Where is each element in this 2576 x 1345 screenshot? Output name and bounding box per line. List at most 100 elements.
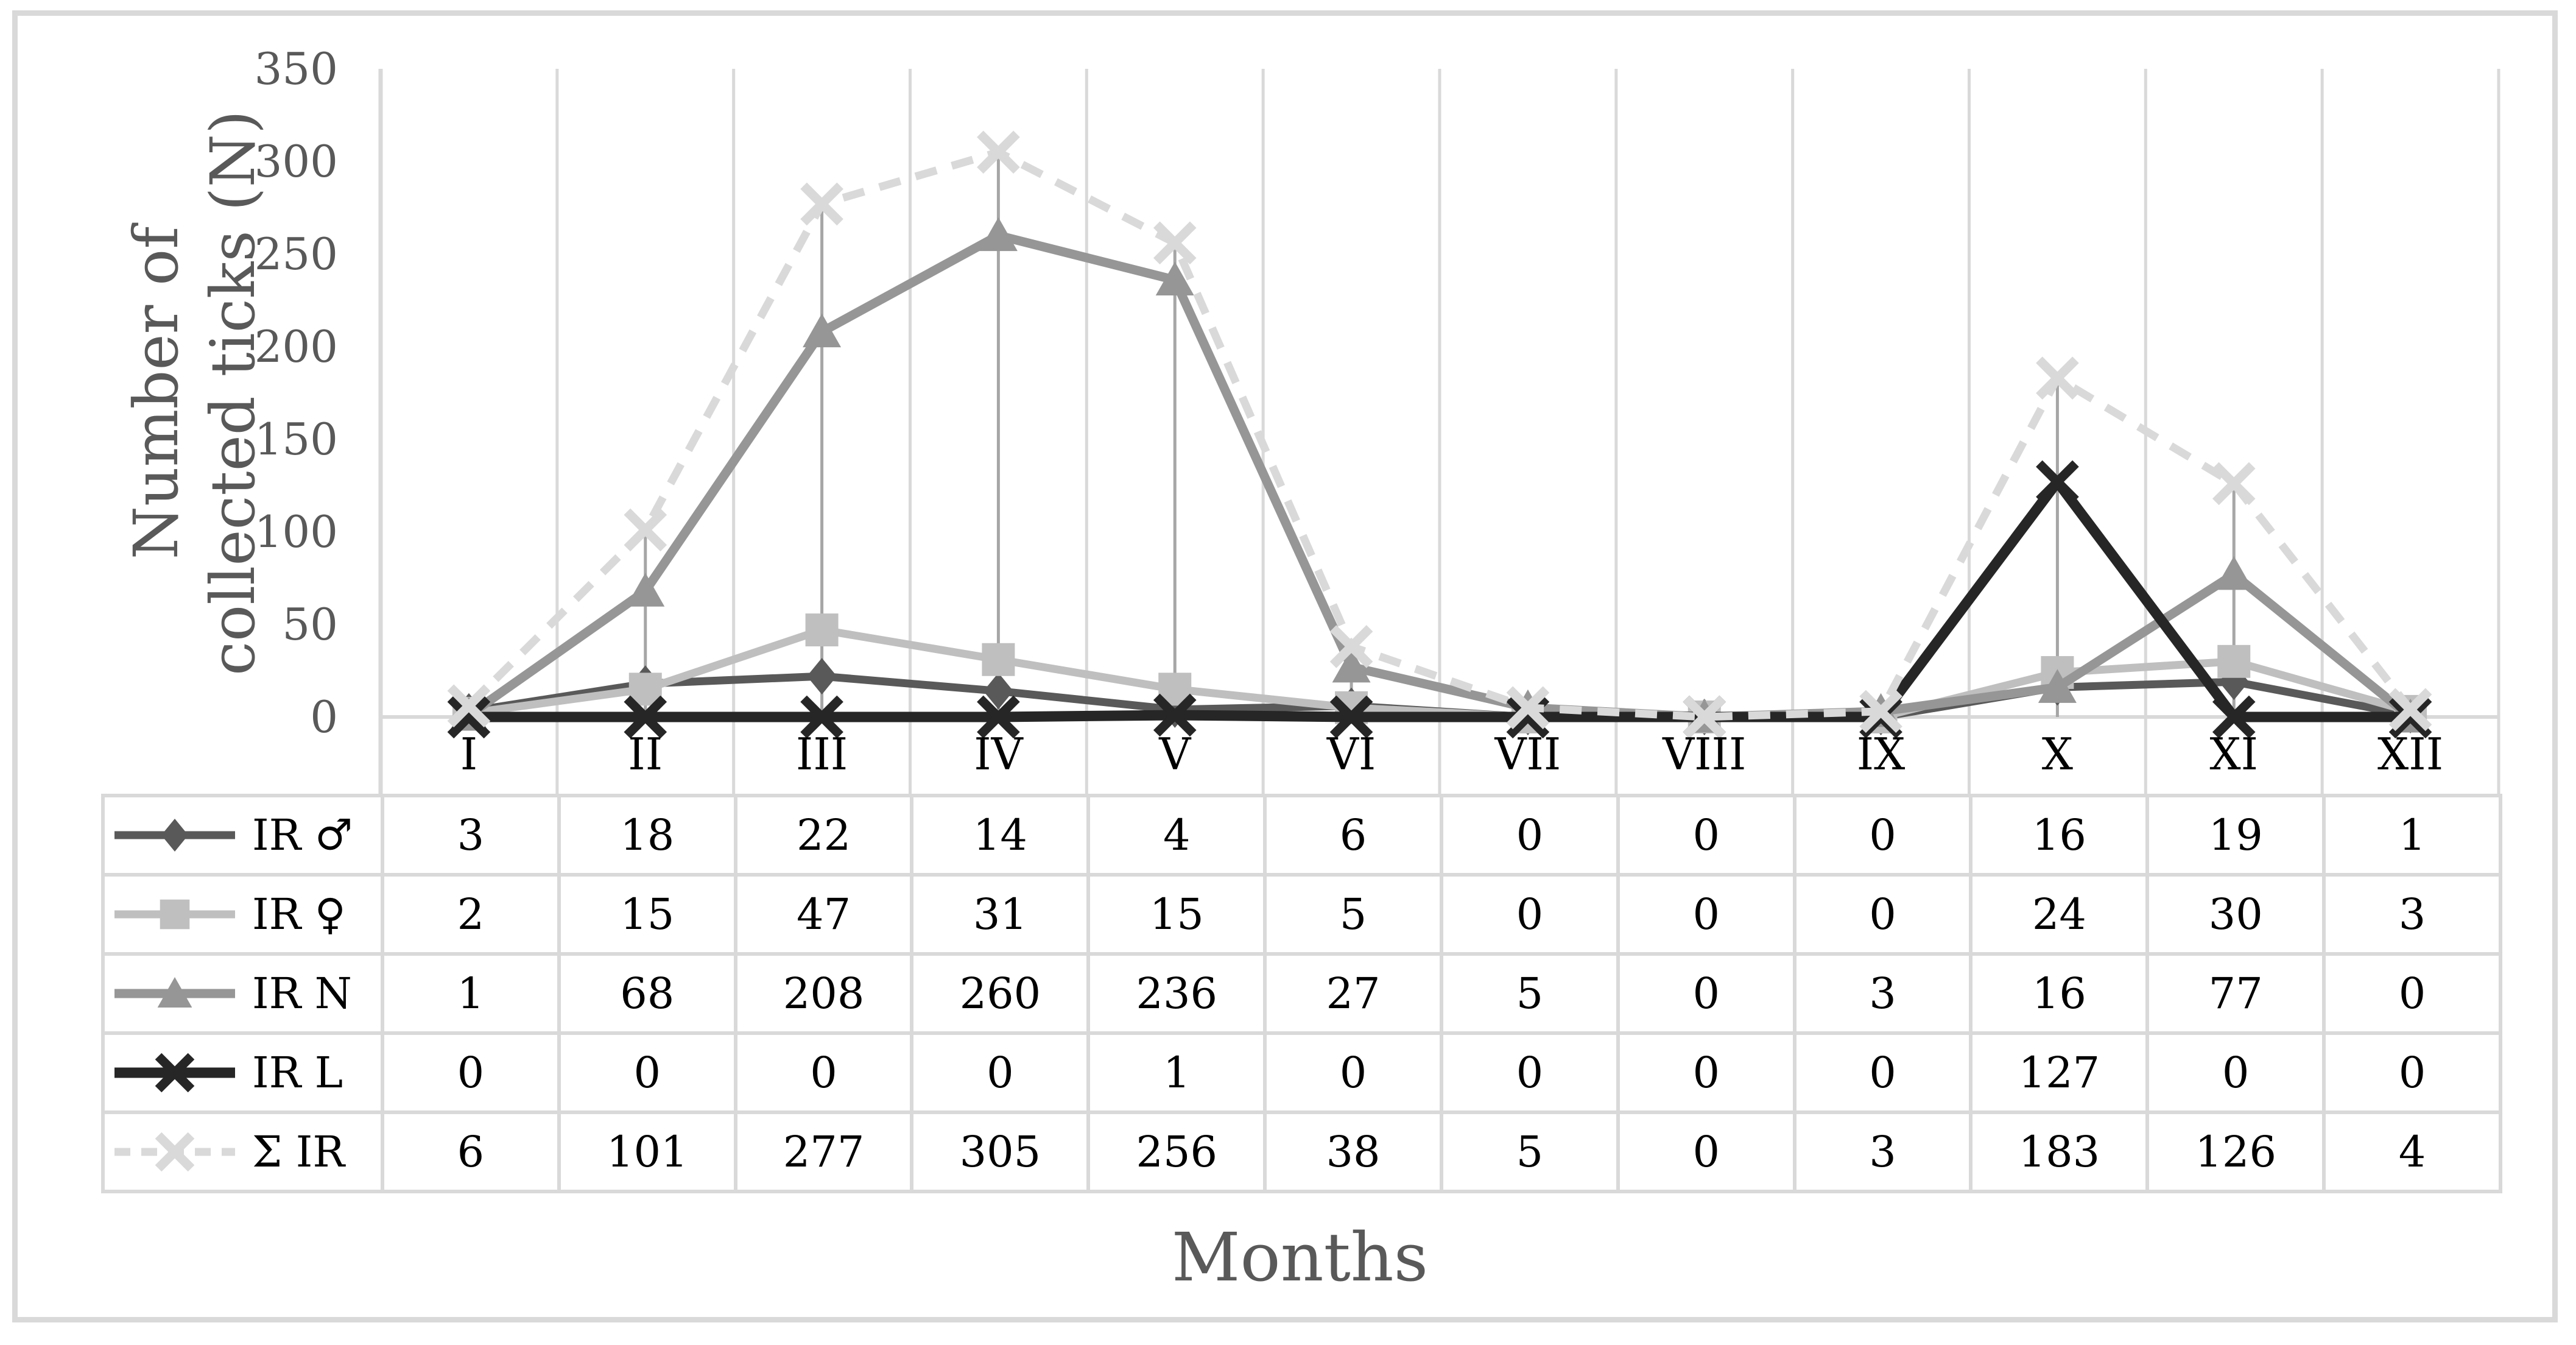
marker-triangle bbox=[803, 313, 842, 348]
marker-triangle bbox=[626, 573, 665, 607]
table-value-cell: 14 bbox=[910, 794, 1091, 877]
marker-triangle bbox=[157, 977, 192, 1008]
marker-x bbox=[1153, 693, 1197, 737]
table-value-cell: 101 bbox=[557, 1110, 737, 1193]
table-value-cell: 0 bbox=[557, 1031, 737, 1114]
marker-x bbox=[2036, 460, 2079, 504]
table-value-cell: 0 bbox=[1616, 873, 1797, 956]
table-value-cell: 0 bbox=[1616, 794, 1797, 877]
marker-square bbox=[805, 613, 839, 647]
marker-x bbox=[977, 695, 1020, 739]
table-value-cell: 183 bbox=[1969, 1110, 2150, 1193]
table-value-cell: 0 bbox=[1792, 1031, 1973, 1114]
x-category-label: XII bbox=[2377, 729, 2443, 780]
marker-diamond bbox=[983, 672, 1014, 710]
table-value-cell: 0 bbox=[1439, 794, 1620, 877]
table-value-cell: 24 bbox=[1969, 873, 2150, 956]
marker-diamond bbox=[161, 819, 189, 852]
x-category-label: V bbox=[1158, 729, 1192, 780]
marker-x bbox=[800, 695, 843, 739]
marker-x bbox=[1329, 625, 1373, 668]
series-name: IR N bbox=[252, 969, 352, 1018]
marker-x bbox=[447, 695, 491, 739]
marker-x bbox=[1859, 690, 1902, 733]
table-value-cell: 31 bbox=[910, 873, 1091, 956]
table-value-cell: 38 bbox=[1263, 1110, 1443, 1193]
marker-x bbox=[1329, 695, 1373, 739]
table-value-cell: 0 bbox=[1616, 952, 1797, 1035]
table-value-cell: 18 bbox=[557, 794, 737, 877]
chart-data-table: IR ♂ 3 18 22 14 4 6 0 0 0 16 19 1 IR ♀ 2 15 47 31 15 5 0 0 0 24… bbox=[101, 794, 2502, 1193]
marker-x bbox=[624, 695, 667, 739]
legend-cell: IR ♀ bbox=[101, 873, 384, 956]
legend-key-IR-N bbox=[114, 977, 235, 1008]
marker-diamond bbox=[806, 658, 837, 695]
table-value-cell: 0 bbox=[1792, 794, 1973, 877]
x-category-label: IX bbox=[1857, 729, 1906, 780]
table-value-cell: 16 bbox=[1969, 952, 2150, 1035]
marker-x bbox=[2212, 462, 2256, 506]
table-value-cell: 1 bbox=[381, 952, 561, 1035]
legend-key-Σ-IR bbox=[114, 1132, 235, 1172]
y-tick-label: 200 bbox=[255, 321, 338, 372]
table-value-cell: 277 bbox=[733, 1110, 914, 1193]
table-value-cell: 19 bbox=[2145, 794, 2326, 877]
table-value-cell: 0 bbox=[381, 1031, 561, 1114]
table-value-cell: 0 bbox=[733, 1031, 914, 1114]
y-axis-title-line2: collected ticks (N) bbox=[197, 110, 269, 676]
table-value-cell: 6 bbox=[381, 1110, 561, 1193]
table-value-cell: 0 bbox=[1616, 1031, 1797, 1114]
marker-square bbox=[982, 643, 1015, 676]
table-value-cell: 305 bbox=[910, 1110, 1091, 1193]
x-category-label: I bbox=[460, 729, 477, 780]
legend-cell: IR N bbox=[101, 952, 384, 1035]
series-name: IR ♂ bbox=[252, 810, 353, 860]
table-value-cell: 2 bbox=[381, 873, 561, 956]
table-value-cell: 30 bbox=[2145, 873, 2326, 956]
x-category-label: IV bbox=[974, 729, 1024, 780]
marker-x bbox=[155, 1132, 195, 1172]
x-category-label: III bbox=[796, 729, 848, 780]
legend-key-IR-L bbox=[114, 1053, 235, 1093]
marker-x bbox=[1153, 221, 1197, 265]
table-value-cell: 68 bbox=[557, 952, 737, 1035]
table-row-IR-N: IR N 1 68 208 260 236 27 5 0 3 16 77 0 bbox=[101, 952, 2502, 1035]
table-value-cell: 16 bbox=[1969, 794, 2150, 877]
x-category-label: VIII bbox=[1662, 729, 1746, 780]
x-category-label: XI bbox=[2209, 729, 2258, 780]
y-tick-label: 0 bbox=[310, 691, 338, 743]
x-category-label: VII bbox=[1494, 729, 1561, 780]
table-value-cell: 5 bbox=[1439, 952, 1620, 1035]
marker-triangle bbox=[1332, 648, 1371, 683]
x-category-label: X bbox=[2042, 729, 2073, 780]
table-value-cell: 3 bbox=[1792, 1110, 1973, 1193]
table-value-cell: 27 bbox=[1263, 952, 1443, 1035]
marker-triangle bbox=[979, 217, 1018, 252]
table-value-cell: 236 bbox=[1086, 952, 1267, 1035]
table-value-cell: 3 bbox=[1792, 952, 1973, 1035]
legend-key-IR-♀ bbox=[114, 899, 235, 930]
table-value-cell: 0 bbox=[1439, 1031, 1620, 1114]
marker-x bbox=[2388, 688, 2432, 732]
marker-square bbox=[160, 899, 190, 930]
y-tick-label: 150 bbox=[255, 414, 338, 465]
table-value-cell: 5 bbox=[1263, 873, 1443, 956]
legend-key-IR-♂ bbox=[114, 819, 235, 852]
x-category-label: II bbox=[628, 729, 663, 780]
table-value-cell: 5 bbox=[1439, 1110, 1620, 1193]
y-axis-title-line1: Number of bbox=[121, 226, 192, 560]
y-tick-label: 50 bbox=[282, 599, 338, 650]
marker-triangle bbox=[2214, 556, 2253, 590]
marker-x bbox=[977, 130, 1020, 174]
marker-x bbox=[624, 508, 667, 552]
table-value-cell: 3 bbox=[381, 794, 561, 877]
marker-triangle bbox=[1155, 261, 1194, 296]
table-value-cell: 260 bbox=[910, 952, 1091, 1035]
table-row-Σ-IR: Σ IR 6 101 277 305 256 38 5 0 3 183 126 4 bbox=[101, 1110, 2502, 1193]
table-value-cell: 0 bbox=[1439, 873, 1620, 956]
y-tick-label: 100 bbox=[255, 506, 338, 557]
table-value-cell: 1 bbox=[2322, 794, 2502, 877]
series-line-IR-L bbox=[468, 476, 2411, 722]
table-value-cell: 4 bbox=[2322, 1110, 2502, 1193]
